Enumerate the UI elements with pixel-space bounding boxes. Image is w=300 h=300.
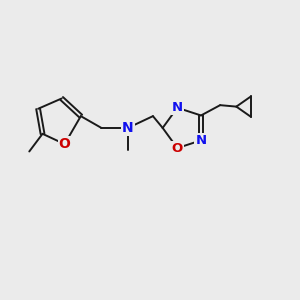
Text: N: N [122, 121, 134, 135]
Text: N: N [172, 101, 183, 114]
Text: O: O [59, 137, 70, 151]
Text: N: N [195, 134, 207, 147]
Text: O: O [172, 142, 183, 154]
